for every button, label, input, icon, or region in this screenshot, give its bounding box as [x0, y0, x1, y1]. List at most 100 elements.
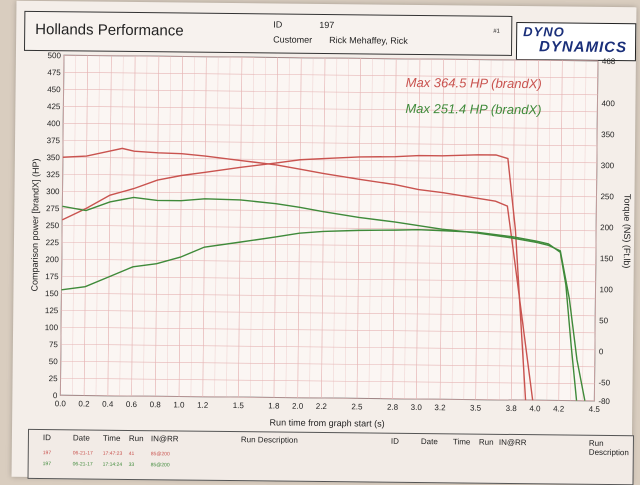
y-tick-label: 200 — [45, 255, 59, 264]
x-tick-label: 0.6 — [126, 400, 138, 409]
table-cell: 197 — [42, 461, 52, 468]
series-line-torque-1 — [62, 147, 534, 401]
table-header-cell: Time — [452, 437, 471, 447]
y2-tick-label: 200 — [600, 223, 614, 232]
x-tick-label: 3.8 — [506, 404, 518, 413]
y-tick-label: 325 — [46, 170, 60, 179]
y2-tick-label: 100 — [599, 285, 613, 294]
table-cell: 85@200 — [150, 462, 170, 469]
y-tick-label: 175 — [45, 272, 59, 281]
table-cell: 17:47:23 — [102, 450, 123, 457]
x-tick-label: 3.5 — [470, 404, 482, 413]
y-tick-label: 50 — [49, 357, 59, 366]
y-tick-label: 450 — [47, 85, 61, 94]
table-header-cell: IN@RR — [150, 434, 179, 444]
grid-line-y — [63, 105, 598, 113]
grid-line-y — [61, 326, 596, 334]
x-tick-label: 3.0 — [411, 403, 423, 412]
table-header-cell: Date — [72, 433, 90, 443]
y-tick-label: 475 — [47, 68, 61, 77]
y2-tick-label: -80 — [598, 397, 610, 406]
series-lines — [61, 147, 586, 401]
annotation-red-max: Max 364.5 HP (brandX) — [406, 75, 542, 91]
y2-tick-label: 400 — [601, 99, 615, 108]
grid-line-y — [61, 309, 596, 317]
y2-tick-label: 50 — [599, 316, 609, 325]
grid-line-y — [61, 241, 596, 249]
grid-line-y — [60, 343, 595, 351]
run-table: ID Date Time Run IN@RR Run Description ID Date T… — [27, 428, 634, 485]
series-line-torque-3 — [62, 196, 586, 401]
y2-tick-label: 300 — [601, 161, 615, 170]
series-line-power-0 — [61, 154, 527, 401]
table-header-cell: Run — [128, 433, 144, 444]
table-cell: 06-21-17 — [72, 461, 93, 468]
dyno-chart: 0.0 0.2 0.4 0.6 0.8 1.0 1.2 1.5 1.8 2.0 2.2 2.5 2.8 3… — [29, 51, 633, 429]
x-tick-label: 4.5 — [589, 405, 601, 414]
x-tick-label: 1.8 — [268, 401, 280, 410]
table-cell: 06-21-17 — [72, 450, 93, 457]
grid-line-y — [62, 190, 597, 198]
y-tick-label: 150 — [45, 289, 59, 298]
grid-line-y — [60, 360, 595, 368]
x-tick-label: 0.8 — [150, 400, 162, 409]
y-tick-label: 300 — [46, 187, 60, 196]
y-tick-label: 100 — [45, 323, 59, 332]
y-tick-label: 400 — [47, 119, 61, 128]
table-header-cell: ID — [390, 436, 399, 446]
y2-tick-label: 468 — [602, 57, 616, 66]
y-axis-label: Comparison power [brandX] (HP) — [29, 158, 40, 291]
table-cell: 197 — [42, 450, 52, 457]
grid-line-y — [63, 122, 598, 130]
grid-line-y — [62, 224, 597, 232]
x-tick-label: 2.5 — [351, 402, 363, 411]
table-header-cell: Time — [102, 433, 121, 443]
y-tick-label: 425 — [47, 102, 61, 111]
grid-line-y — [60, 394, 595, 402]
y2-tick-label: 150 — [600, 254, 614, 263]
table-header-cell: IN@RR — [498, 437, 527, 448]
y-tick-label: 375 — [47, 136, 61, 145]
table-header-cell: Run — [478, 437, 494, 447]
x-axis-label: Run time from graph start (s) — [270, 417, 385, 428]
table-cell: 33 — [128, 461, 135, 469]
x-tick-label: 2.0 — [292, 402, 304, 411]
y-tick-label: 500 — [48, 51, 62, 60]
table-header-cell: ID — [42, 433, 51, 443]
table-cell: 17:14:24 — [102, 461, 123, 468]
grid-line-y — [62, 207, 597, 215]
y-tick-label: 125 — [45, 306, 59, 315]
x-tick-label: 2.8 — [387, 403, 399, 412]
x-tick-label: 2.2 — [316, 402, 328, 411]
y-tick-label: 0 — [53, 391, 58, 400]
x-tick-label: 1.0 — [173, 400, 185, 409]
x-tick-label: 1.2 — [197, 401, 209, 410]
y-tick-label: 225 — [46, 238, 60, 247]
y-tick-label: 75 — [49, 340, 59, 349]
grid-line-y — [60, 377, 595, 385]
y2-axis-label: Torque (NS) (Ft.lb) — [622, 194, 633, 269]
x-tick-label: 4.2 — [553, 404, 565, 413]
grid-line-y — [63, 71, 598, 79]
x-tick-label: 1.5 — [233, 401, 245, 410]
y-tick-label: 250 — [46, 221, 60, 230]
table-cell: 85@200 — [150, 451, 170, 458]
grid-line-y — [63, 88, 598, 96]
table-cell: 41 — [128, 450, 135, 458]
table-header-cell: Date — [420, 437, 438, 447]
table-header-cell: Run Description — [240, 435, 298, 445]
table-header-cell: Run Description — [588, 438, 629, 458]
y2-tick-label: 250 — [600, 192, 614, 201]
grid-line-y — [63, 54, 598, 62]
y2-tick-label: 350 — [601, 130, 615, 139]
annotation-green-max: Max 251.4 HP (brandX) — [405, 101, 541, 117]
x-tick-label: 0.4 — [102, 400, 114, 409]
grid-line-y — [61, 258, 596, 266]
grid — [60, 54, 599, 402]
x-tick-label: 0.2 — [78, 399, 90, 408]
y2-tick-label: 0 — [599, 347, 604, 356]
x-tick-label: 0.0 — [55, 399, 67, 408]
x-tick-label: 4.0 — [529, 404, 541, 413]
y-tick-label: 25 — [49, 374, 59, 383]
grid-line-y — [62, 173, 597, 181]
